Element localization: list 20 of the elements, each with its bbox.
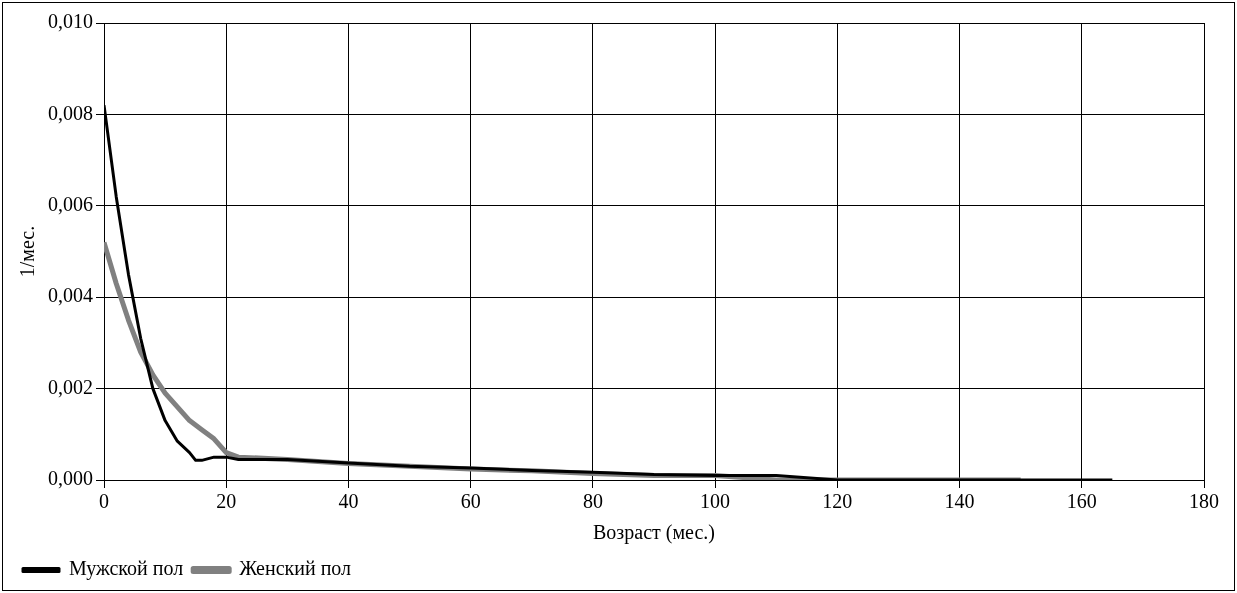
x-tick-label: 160 <box>1066 490 1097 513</box>
y-tick-label: 0,010 <box>48 10 93 33</box>
y-tick-label: 0,004 <box>48 284 93 307</box>
y-tick-label: 0,002 <box>48 375 93 398</box>
x-tick-label: 20 <box>216 490 237 513</box>
legend-label: Мужской пол <box>69 557 184 581</box>
x-tick-label: 60 <box>460 490 481 513</box>
x-tick-label: 100 <box>700 490 731 513</box>
y-tick-label: 0,000 <box>48 467 93 490</box>
x-tick-label: 120 <box>822 490 853 513</box>
y-axis-title: 1/мес. <box>16 225 39 278</box>
x-axis-title: Возраст (мес.) <box>593 521 715 545</box>
x-tick-label: 0 <box>99 490 109 513</box>
x-tick-label: 80 <box>582 490 603 513</box>
x-tick-label: 140 <box>944 490 975 513</box>
x-tick-label: 40 <box>338 490 359 513</box>
legend-label: Женский пол <box>239 557 352 580</box>
y-tick-label: 0,008 <box>48 101 93 124</box>
x-tick-label: 180 <box>1189 490 1219 513</box>
y-tick-label: 0,006 <box>48 193 93 216</box>
